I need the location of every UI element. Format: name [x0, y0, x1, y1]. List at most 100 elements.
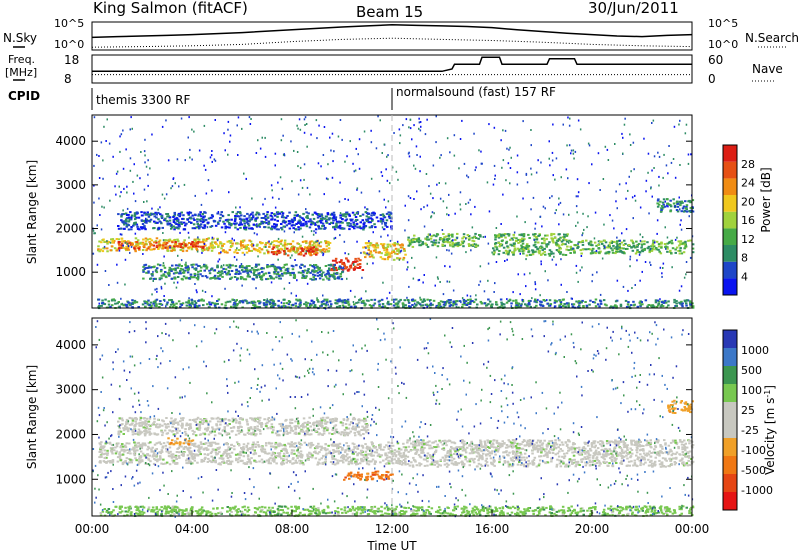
cell-11 [162, 273, 165, 276]
cell-9 [197, 299, 200, 302]
cell-11 [142, 277, 145, 280]
scatter-cell [604, 145, 607, 148]
cell-5 [372, 249, 376, 252]
cell-0 [222, 452, 225, 455]
cell-9 [675, 302, 678, 305]
cell-9 [503, 303, 506, 306]
scatter-cell [388, 291, 391, 294]
cell-6 [421, 242, 425, 245]
scatter-cell [442, 293, 445, 296]
scatter-cell [96, 263, 99, 266]
cell-0 [207, 444, 210, 447]
cell-10 [244, 228, 248, 231]
scatter-cell [440, 154, 442, 157]
noise-left-tick-top: 10^5 [54, 17, 84, 30]
cell-1 [148, 245, 152, 248]
cell-2 [220, 247, 223, 250]
cell-9 [144, 302, 147, 305]
scatter-cell [385, 168, 387, 171]
cell-11 [312, 265, 315, 268]
cell-10 [367, 217, 370, 220]
cell-3 [272, 251, 275, 253]
cell-10 [267, 220, 271, 223]
cell-10 [348, 225, 351, 228]
scatter-cell [343, 213, 346, 216]
cell-9 [387, 300, 390, 303]
cell-0 [332, 449, 335, 451]
cell-0 [297, 451, 300, 454]
cell-7 [493, 251, 496, 254]
cell-0 [106, 250, 109, 253]
cell-10 [189, 211, 193, 214]
cell-11 [176, 276, 180, 278]
cell-9 [208, 306, 211, 309]
scatter-cell [516, 215, 518, 218]
scatter-cell [126, 207, 129, 210]
cell-9 [519, 304, 523, 307]
scatter-cell [122, 167, 125, 170]
cpid-segment-1: themis 3300 RF [96, 93, 190, 107]
cell-10 [255, 211, 259, 214]
scatter-cell [305, 250, 307, 253]
cell-9 [150, 304, 153, 307]
cell-0 [110, 450, 114, 453]
scatter-cell [678, 289, 681, 292]
scatter-cell [644, 261, 647, 263]
cell-10 [295, 214, 299, 217]
cell-7 [501, 233, 504, 236]
cell-11 [197, 270, 200, 273]
cell-11 [151, 266, 154, 269]
cell-9 [170, 299, 173, 301]
cell-9 [572, 303, 576, 306]
cell-10 [362, 228, 365, 231]
cell-11 [260, 270, 264, 273]
cell-9 [397, 300, 400, 303]
scatter-cell [372, 231, 374, 234]
cell-10 [143, 226, 146, 229]
cell-2 [318, 249, 322, 252]
cell-0 [402, 453, 405, 456]
cell-6 [462, 245, 465, 248]
cell-10 [155, 213, 158, 216]
cell-10 [352, 221, 355, 224]
cell-2 [263, 252, 266, 255]
cell-9 [277, 304, 280, 307]
cell-0 [402, 451, 406, 454]
cell-6 [451, 243, 455, 246]
scatter-cell [179, 231, 181, 234]
cell-0 [268, 452, 271, 455]
cell-11 [318, 266, 321, 269]
scatter-cell [587, 215, 589, 218]
cell-10 [362, 223, 366, 226]
cell-8 [636, 245, 639, 248]
cell-11 [304, 276, 308, 279]
cell-9 [515, 304, 518, 307]
scatter-cell [120, 191, 122, 194]
cell-10 [137, 216, 141, 219]
cell-10 [133, 213, 137, 216]
scatter-cell [136, 174, 139, 177]
scatter-cell [188, 297, 190, 300]
scatter-cell [381, 152, 383, 154]
scatter-cell [516, 183, 519, 186]
scatter-cell [160, 221, 162, 224]
scatter-cell [399, 250, 402, 253]
scatter-cell [188, 116, 190, 119]
cell-0 [181, 452, 185, 455]
cell-0 [298, 459, 301, 462]
cell-0 [158, 246, 161, 249]
cell-8 [670, 252, 673, 255]
scatter-cell [397, 178, 399, 181]
cell-8 [569, 248, 573, 251]
cell-10 [276, 215, 279, 218]
cell-6 [467, 243, 471, 246]
cell-8 [684, 246, 687, 249]
cell-11 [221, 275, 224, 278]
cell-0 [308, 442, 311, 445]
cell-9 [466, 298, 470, 301]
cell-4 [359, 259, 362, 262]
cell-8 [646, 241, 649, 244]
cell-5 [389, 245, 393, 248]
cell-0 [261, 461, 264, 464]
cell-0 [366, 448, 370, 451]
